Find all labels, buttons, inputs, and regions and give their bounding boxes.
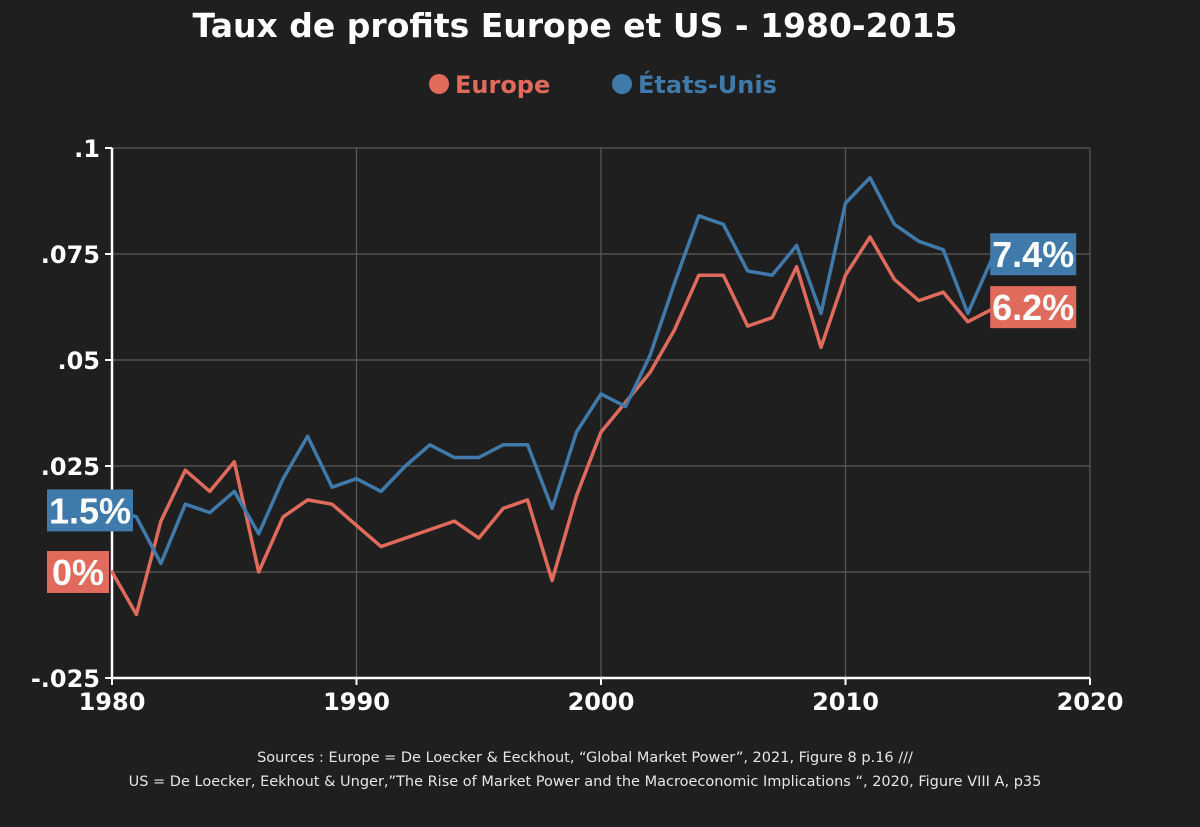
series-line-etats-unis [110, 175, 994, 566]
legend: Europe États-Unis [429, 70, 777, 99]
x-tick-label: 2020 [1057, 688, 1124, 716]
end-label-europe: 6.2% [992, 287, 1074, 328]
source-line-1: Sources : Europe = De Loecker & Eeckhout… [257, 750, 913, 766]
series-line-europe [110, 235, 994, 617]
y-tick-label: .075 [41, 241, 100, 269]
start-label-etats-unis-box [47, 489, 133, 532]
end-label-etats-unis: 7.4% [992, 234, 1074, 275]
end-labels: 1.5% 0% 7.4% 6.2% [47, 233, 1077, 593]
end-label-etats-unis-box [990, 233, 1077, 276]
start-label-etats-unis: 1.5% [49, 490, 131, 531]
series-lines [110, 175, 994, 617]
x-tick-label: 2000 [568, 688, 635, 716]
legend-label-europe: Europe [455, 71, 550, 99]
x-tick-label: 2010 [812, 688, 879, 716]
end-label-europe-box [990, 286, 1077, 329]
y-tick-label: -.025 [31, 665, 100, 693]
y-tick-label: .1 [74, 135, 100, 163]
x-tick-label: 1980 [79, 688, 146, 716]
start-label-europe-box [47, 551, 109, 593]
source-line-2: US = De Loecker, Eekhout & Unger,”The Ri… [129, 774, 1042, 790]
start-label-europe: 0% [52, 552, 104, 593]
legend-marker-europe [429, 74, 449, 94]
y-tick-label: .05 [57, 347, 100, 375]
chart-title: Taux de profits Europe et US - 1980-2015 [193, 6, 958, 45]
legend-label-etats-unis: États-Unis [638, 70, 777, 99]
y-tick-label: .025 [41, 453, 100, 481]
x-tick-label: 1990 [323, 688, 390, 716]
legend-marker-etats-unis [612, 74, 632, 94]
grid [111, 147, 1091, 679]
